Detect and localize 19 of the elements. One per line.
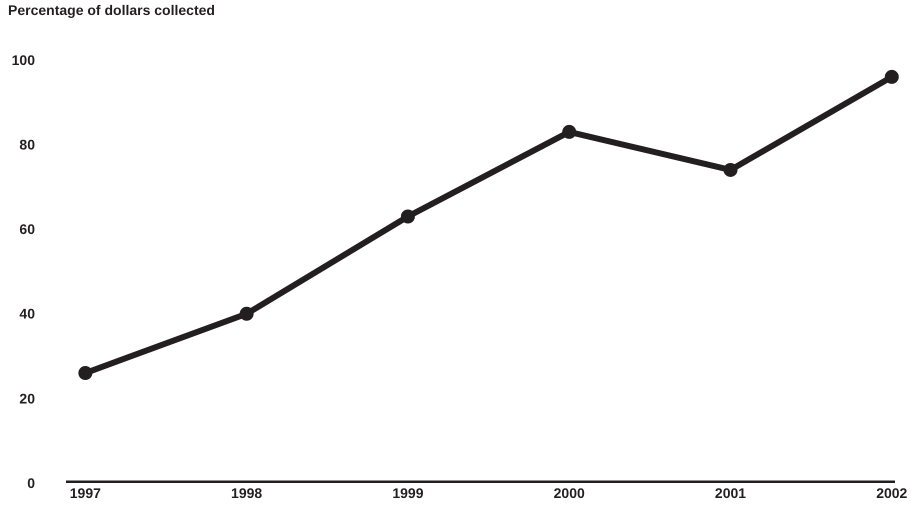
x-tick-label: 1998 xyxy=(231,485,262,501)
y-tick-label: 20 xyxy=(19,390,36,406)
y-tick-label: 60 xyxy=(19,221,36,238)
y-tick-label: 0 xyxy=(27,474,36,491)
y-tick-label: 100 xyxy=(12,52,36,68)
y-tick-label: 80 xyxy=(19,136,36,152)
point xyxy=(78,366,92,380)
point xyxy=(884,70,899,84)
point xyxy=(723,162,738,177)
x-tick-label: 1997 xyxy=(70,485,102,501)
point xyxy=(240,306,254,321)
x-tick-label: 2000 xyxy=(554,485,585,501)
x-tick-label: 2001 xyxy=(714,485,746,501)
x-tick-label: 2002 xyxy=(876,485,908,501)
y-tick-label: 40 xyxy=(19,306,36,322)
point xyxy=(562,124,576,139)
point xyxy=(400,210,415,224)
x-tick-label: 1999 xyxy=(392,485,424,501)
y-axis-title: Percentage of dollars collected xyxy=(8,2,215,18)
